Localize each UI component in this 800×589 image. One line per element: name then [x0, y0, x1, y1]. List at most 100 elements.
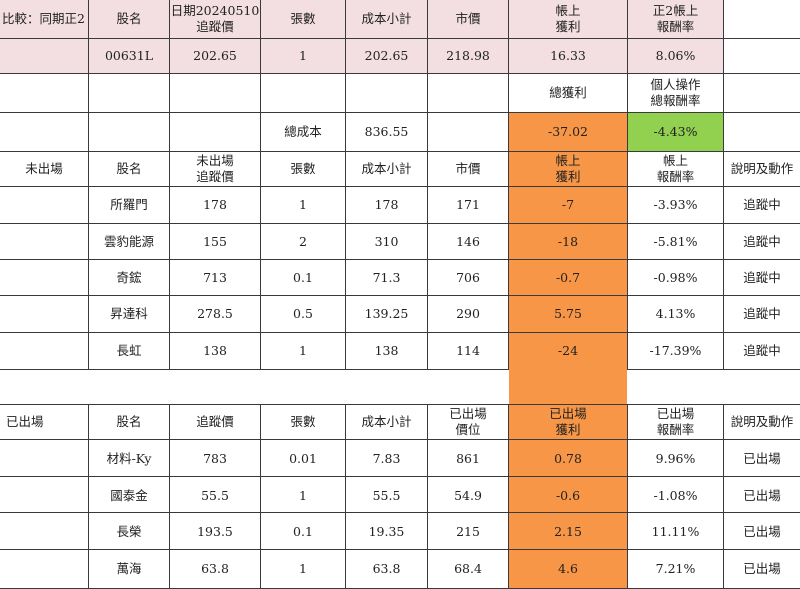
open-header-name: 股名 [116, 161, 142, 177]
grid-hline [0, 404, 800, 405]
benchmark-tracking-price: 202.65 [193, 48, 237, 64]
closed-header-market-line1: 已出場 [449, 406, 487, 422]
closed-row-name: 國泰金 [110, 487, 148, 503]
benchmark-book-return: 8.06% [655, 48, 696, 64]
closed-header-profit-line2: 獲利 [555, 422, 581, 437]
open-row-name: 奇鋐 [116, 270, 142, 286]
grid-hline [0, 38, 800, 39]
grid-vline [88, 0, 89, 370]
benchmark-cost-subtotal: 202.65 [364, 48, 409, 64]
header-book-return-line2: 報酬率 [656, 19, 695, 34]
open-header-sheets: 張數 [290, 161, 316, 177]
open-row-note: 追蹤中 [743, 197, 781, 213]
total-profit-value: -37.02 [547, 124, 588, 140]
open-header-price: 未出場 追蹤價 [170, 152, 260, 186]
open-row-return: -5.81% [653, 234, 698, 250]
grid-hline [0, 439, 800, 440]
open-row-note: 追蹤中 [743, 343, 781, 359]
closed-row-profit: 4.6 [558, 560, 578, 576]
header-book-profit-line1: 帳上 [555, 3, 581, 19]
grid-hline [0, 476, 800, 477]
grid-hline [0, 549, 800, 550]
open-header-return: 帳上 報酬率 [628, 152, 723, 186]
header-book-return: 正2帳上 報酬率 [628, 0, 723, 38]
closed-row-cost: 55.5 [372, 487, 401, 503]
closed-row-cost: 7.83 [372, 450, 401, 466]
header-book-return-line1: 正2帳上 [652, 3, 699, 19]
closed-header-note: 說明及動作 [730, 414, 794, 430]
personal-return-label-line1: 個人操作 [650, 77, 701, 93]
grid-hline [0, 295, 800, 296]
open-row-sheets: 1 [299, 343, 307, 359]
header-market-price: 市價 [455, 11, 481, 27]
closed-row-note: 已出場 [743, 523, 781, 539]
header-stock-name: 股名 [116, 11, 142, 27]
personal-return-fill [628, 113, 723, 151]
open-header-profit-line2: 獲利 [555, 169, 581, 184]
closed-row-market: 215 [456, 523, 480, 539]
open-row-sheets: 0.5 [293, 306, 313, 322]
closed-header-return-line1: 已出場 [656, 406, 695, 422]
closed-row-return: -1.08% [653, 487, 698, 503]
open-header-market: 市價 [455, 161, 481, 177]
grid-vline [345, 0, 346, 370]
open-row-sheets: 1 [299, 197, 307, 213]
open-header-cost: 成本小計 [361, 161, 412, 177]
open-header-profit: 帳上 獲利 [509, 152, 627, 186]
closed-row-price: 783 [203, 450, 227, 466]
open-row-market: 146 [456, 234, 480, 250]
open-row-profit: -0.7 [555, 270, 581, 286]
open-row-sheets: 0.1 [293, 270, 313, 286]
grid-vline [508, 0, 509, 370]
open-row-cost: 71.3 [372, 270, 401, 286]
closed-header-sheets: 張數 [290, 414, 316, 430]
grid-hline [0, 151, 800, 152]
grid-hline [0, 112, 800, 113]
open-row-market: 706 [456, 270, 480, 286]
closed-row-profit: 0.78 [554, 450, 582, 466]
closed-header-market: 已出場 價位 [428, 405, 508, 439]
grid-vline [260, 404, 261, 589]
open-row-cost: 178 [374, 197, 399, 213]
closed-header-return: 已出場 報酬率 [628, 405, 723, 439]
closed-row-return: 7.21% [655, 560, 696, 576]
closed-header-return-line2: 報酬率 [656, 422, 695, 437]
total-profit-label: 總獲利 [549, 85, 587, 101]
benchmark-market-price: 218.98 [446, 48, 490, 64]
closed-row-name: 萬海 [116, 560, 142, 576]
closed-row-profit: 2.15 [554, 523, 582, 539]
open-row-name: 所羅門 [110, 197, 148, 213]
header-tracking-price: 日期20240510 追蹤價 [170, 0, 260, 38]
open-header-price-line1: 未出場 [196, 153, 234, 169]
grid-hline [0, 223, 800, 224]
closed-row-price: 55.5 [201, 487, 229, 503]
grid-vline [627, 0, 628, 370]
grid-hline [0, 369, 509, 370]
closed-row-return: 11.11% [651, 523, 700, 539]
grid-hline [0, 73, 800, 74]
open-row-sheets: 2 [299, 234, 307, 250]
closed-row-price: 63.8 [201, 560, 229, 576]
closed-row-price: 193.5 [197, 523, 233, 539]
closed-section-label: 已出場 [6, 414, 44, 429]
grid-vline [260, 0, 261, 370]
total-cost-value: 836.55 [364, 124, 409, 140]
open-row-return: 4.13% [655, 306, 696, 322]
closed-row-market: 68.4 [454, 560, 482, 576]
closed-row-note: 已出場 [743, 450, 781, 466]
grid-vline [723, 0, 724, 370]
closed-header-market-line2: 價位 [455, 422, 481, 437]
open-header-profit-line1: 帳上 [555, 153, 581, 169]
grid-hline [0, 332, 800, 333]
closed-row-sheets: 1 [299, 487, 307, 503]
grid-hline [0, 186, 800, 187]
grid-vline [427, 404, 428, 589]
open-row-price: 178 [203, 197, 227, 213]
open-row-price: 713 [203, 270, 227, 286]
closed-row-sheets: 1 [299, 560, 307, 576]
open-row-profit: -7 [561, 197, 575, 213]
closed-header-name: 股名 [116, 414, 142, 430]
open-row-note: 追蹤中 [743, 270, 781, 286]
closed-row-name: 材料-Ky [106, 450, 152, 466]
header-book-profit-line2: 獲利 [555, 19, 581, 34]
